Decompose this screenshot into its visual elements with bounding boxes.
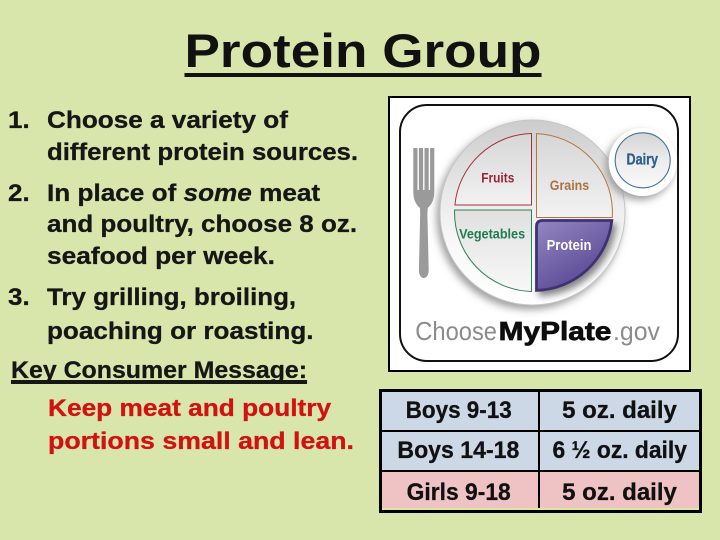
svg-text:Dairy: Dairy — [627, 152, 659, 169]
svg-text:Fruits: Fruits — [481, 170, 514, 186]
svg-text:Protein: Protein — [547, 238, 592, 254]
svg-text:Vegetables: Vegetables — [459, 225, 525, 241]
svg-text:Grains: Grains — [550, 177, 590, 193]
svg-text:.gov: .gov — [613, 316, 660, 346]
svg-text:MyPlate: MyPlate — [499, 316, 612, 346]
svg-text:Choose: Choose — [415, 316, 497, 346]
